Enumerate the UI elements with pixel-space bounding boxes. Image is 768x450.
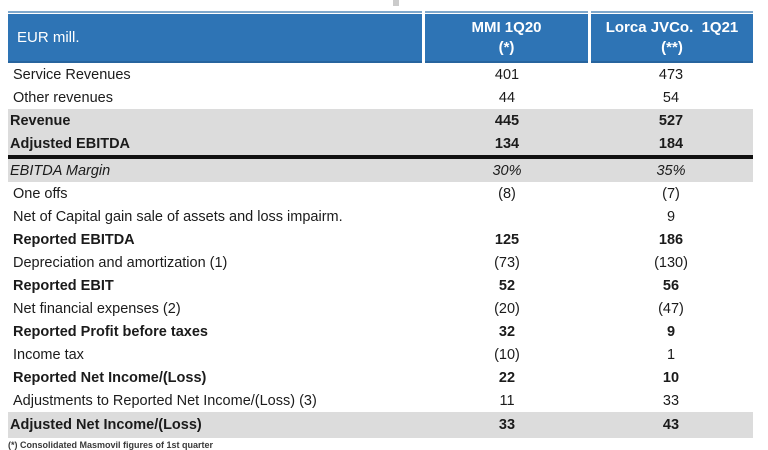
top-accent-segment (8, 11, 422, 13)
top-accent-line (8, 11, 753, 13)
row-label: Adjusted EBITDA (10, 135, 131, 152)
row-value-mmi: (10) (494, 346, 520, 363)
row-value-mmi: (8) (498, 185, 516, 202)
header-column-lorca: Lorca JVCo. 1Q21 (**) (591, 14, 753, 63)
financial-results-table: EUR mill. MMI 1Q20 (*) Lorca JVCo. 1Q21 … (8, 14, 753, 438)
cropped-text-artifact (393, 0, 399, 6)
row-value-mmi: 22 (498, 369, 516, 386)
column-lorca-title: Lorca JVCo. 1Q21 (605, 19, 739, 36)
row-label: Other revenues (13, 89, 113, 106)
row-value-lorca: 184 (658, 135, 684, 152)
table-header-row: EUR mill. MMI 1Q20 (*) Lorca JVCo. 1Q21 … (8, 14, 753, 63)
row-value-lorca: 1 (666, 346, 676, 363)
row-value-lorca: 527 (658, 112, 684, 129)
table-row: Service Revenues 401 473 (8, 63, 753, 86)
row-label: One offs (13, 185, 68, 202)
row-label: Service Revenues (13, 66, 131, 83)
row-label: Reported EBIT (13, 277, 114, 294)
row-value-mmi: 445 (494, 112, 520, 129)
row-label: Revenue (10, 112, 71, 129)
footnote: (*) Consolidated Masmovil figures of 1st… (8, 440, 214, 450)
row-value-lorca: 9 (666, 323, 676, 340)
row-value-lorca: (7) (662, 185, 680, 202)
row-value-mmi: (73) (494, 254, 520, 271)
row-value-mmi: 134 (494, 135, 520, 152)
row-value-lorca: (130) (654, 254, 688, 271)
row-label: Reported Profit before taxes (13, 323, 208, 340)
table-row: Income tax (10) 1 (8, 343, 753, 366)
row-value-lorca: 54 (662, 89, 680, 106)
row-value-lorca: 9 (666, 208, 676, 225)
table-row: Depreciation and amortization (1) (73) (… (8, 251, 753, 274)
row-value-lorca: 56 (662, 277, 680, 294)
column-mmi-note: (*) (498, 38, 515, 56)
table-row: Adjusted EBITDA 134 184 (8, 132, 753, 155)
row-value-mmi: (20) (494, 300, 520, 317)
row-value-lorca: (47) (658, 300, 684, 317)
top-accent-segment (425, 11, 588, 13)
table-body: Service Revenues 401 473 Other revenues … (8, 63, 753, 438)
table-row: Net financial expenses (2) (20) (47) (8, 297, 753, 320)
table-row: Reported Profit before taxes 32 9 (8, 320, 753, 343)
table-row: Net of Capital gain sale of assets and l… (8, 205, 753, 228)
row-label: Income tax (13, 346, 84, 363)
table-row: One offs (8) (7) (8, 182, 753, 205)
table-row: Adjustments to Reported Net Income/(Loss… (8, 389, 753, 412)
row-value-mmi: 401 (494, 66, 520, 83)
row-value-mmi: 33 (498, 417, 516, 433)
column-mmi-title: MMI 1Q20 (471, 19, 542, 36)
row-label: Net financial expenses (2) (13, 300, 181, 317)
row-value-mmi: 52 (498, 277, 516, 294)
header-unit-cell: EUR mill. (8, 14, 422, 63)
row-value-lorca: 33 (662, 392, 680, 409)
table-row: Other revenues 44 54 (8, 86, 753, 109)
row-value-lorca: 473 (658, 66, 684, 83)
row-value-mmi: 11 (499, 392, 515, 409)
row-label: Adjustments to Reported Net Income/(Loss… (13, 392, 317, 409)
header-column-mmi: MMI 1Q20 (*) (425, 14, 588, 63)
table-row: Revenue 445 527 (8, 109, 753, 132)
row-value-mmi: 32 (498, 323, 516, 340)
row-value-lorca: 186 (658, 231, 684, 248)
column-lorca-note: (**) (661, 38, 683, 56)
row-value-lorca: 43 (662, 417, 680, 433)
table-row: Reported EBITDA 125 186 (8, 228, 753, 251)
row-label: Adjusted Net Income/(Loss) (10, 417, 202, 433)
thick-separator (8, 155, 753, 159)
top-accent-segment (591, 11, 753, 13)
row-value-mmi: 30% (492, 162, 522, 179)
table-row: EBITDA Margin 30% 35% (8, 159, 753, 182)
row-label: Net of Capital gain sale of assets and l… (13, 208, 343, 225)
row-label: Reported Net Income/(Loss) (13, 369, 207, 386)
table-row: Reported EBIT 52 56 (8, 274, 753, 297)
row-value-mmi: 44 (498, 89, 516, 106)
row-label: EBITDA Margin (10, 162, 111, 179)
row-value-lorca: 10 (662, 369, 680, 386)
table-row: Adjusted Net Income/(Loss) 33 43 (8, 412, 753, 438)
row-value-mmi: 125 (494, 231, 520, 248)
row-value-lorca: 35% (656, 162, 686, 179)
row-label: Reported EBITDA (13, 231, 135, 248)
table-row: Reported Net Income/(Loss) 22 10 (8, 366, 753, 389)
row-label: Depreciation and amortization (1) (13, 254, 228, 271)
unit-label: EUR mill. (17, 28, 80, 46)
